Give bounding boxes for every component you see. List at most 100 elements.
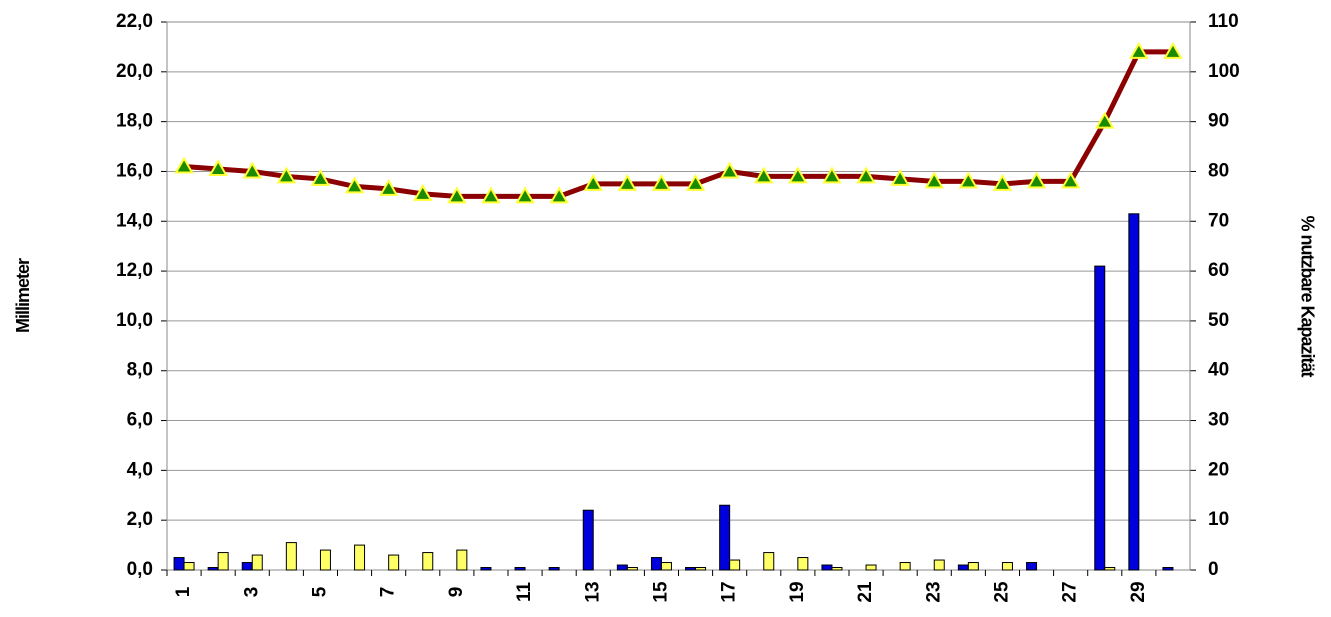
- line-marker: [344, 176, 365, 194]
- bar: [285, 542, 297, 571]
- bar: [1094, 265, 1106, 571]
- x-tick-label: 11: [514, 582, 535, 603]
- y-tick-label: 4,0: [127, 459, 153, 480]
- bar: [650, 557, 662, 571]
- y-tick-label: 0,0: [127, 559, 153, 580]
- x-tick-label: 19: [787, 581, 808, 602]
- y-tick-label: 16,0: [116, 160, 153, 181]
- line-marker: [1060, 171, 1081, 189]
- line: [183, 49, 1173, 199]
- bar: [1162, 567, 1174, 571]
- x-tick-label: 23: [923, 581, 944, 602]
- bar: [719, 504, 731, 571]
- bar: [685, 567, 697, 571]
- bar: [899, 562, 911, 571]
- line-marker: [208, 158, 228, 176]
- y-axis-label: Millimeter: [13, 258, 33, 333]
- x-tick-label: 27: [1060, 581, 1081, 602]
- x-tick-label: 21: [855, 581, 876, 603]
- y-tick-label: 2,0: [127, 509, 153, 530]
- plot-frame: [166, 21, 1191, 571]
- line-marker: [822, 166, 842, 184]
- x-tick-label: 25: [991, 581, 1012, 603]
- line-marker: [447, 186, 467, 204]
- x-tick-label: 15: [650, 581, 671, 603]
- bar: [1128, 213, 1140, 571]
- line-marker: [890, 168, 910, 186]
- x-tick-label: 29: [1128, 581, 1149, 602]
- line-marker: [1095, 111, 1115, 129]
- bar: [695, 567, 707, 571]
- bar: [616, 564, 628, 571]
- line-marker: [310, 168, 331, 186]
- bar: [865, 564, 877, 571]
- y2-tick-label: 90: [1208, 111, 1229, 132]
- x-tick-label: 1: [173, 586, 194, 597]
- y2-tick-label: 50: [1208, 310, 1229, 331]
- bar: [456, 549, 468, 571]
- bar: [422, 552, 434, 571]
- line-marker: [754, 166, 774, 184]
- line-marker: [276, 166, 297, 184]
- y2-tick-label: 0: [1208, 559, 1219, 580]
- x-tick-label: 7: [378, 587, 399, 598]
- bar: [1104, 567, 1116, 571]
- line-marker: [651, 173, 672, 191]
- x-tick-label: 9: [446, 587, 467, 598]
- line-marker: [413, 183, 433, 201]
- y2-tick-label: 70: [1208, 210, 1229, 231]
- y2-tick-label: 100: [1208, 61, 1240, 82]
- y-tick-label: 20,0: [116, 61, 153, 82]
- y-tick-label: 18,0: [116, 111, 153, 132]
- y-tick-label: 10,0: [116, 310, 153, 331]
- bar: [1001, 562, 1013, 571]
- y-tick-label: 6,0: [127, 410, 153, 431]
- y-tick-label: 12,0: [116, 260, 153, 281]
- bar: [831, 567, 843, 571]
- line-marker: [719, 161, 740, 179]
- y-tick-label: 8,0: [127, 360, 153, 381]
- bar: [173, 557, 185, 571]
- line-marker: [378, 178, 399, 196]
- bar: [354, 544, 366, 571]
- bar: [251, 554, 263, 571]
- y2-tick-label: 80: [1208, 160, 1229, 181]
- bar: [388, 554, 400, 571]
- bar: [514, 567, 526, 571]
- line-marker: [242, 161, 262, 179]
- line-marker: [174, 156, 194, 174]
- line-marker: [1129, 41, 1149, 59]
- line-marker: [924, 171, 944, 189]
- bar: [763, 552, 775, 571]
- line-marker: [856, 166, 876, 184]
- y-tick-label: 22,0: [116, 11, 153, 32]
- bar: [183, 562, 195, 571]
- bar: [957, 564, 969, 571]
- y2-tick-label: 60: [1208, 260, 1229, 281]
- y2-tick-label: 40: [1208, 360, 1229, 381]
- x-tick-label: 3: [241, 587, 262, 598]
- y2-tick-label: 110: [1208, 11, 1239, 32]
- bar: [241, 562, 253, 571]
- bar: [729, 559, 741, 571]
- bar: [797, 557, 809, 571]
- line-marker: [958, 171, 979, 189]
- line-marker: [1026, 171, 1047, 189]
- bar: [821, 564, 833, 571]
- bar: [582, 509, 594, 571]
- line-marker: [583, 173, 603, 191]
- x-tick-label: 5: [309, 586, 330, 597]
- line-marker: [549, 186, 569, 204]
- line-marker: [788, 166, 808, 184]
- y2-tick-label: 20: [1208, 459, 1229, 480]
- x-tick-label: 17: [719, 581, 740, 602]
- bar: [660, 562, 672, 571]
- bar: [207, 567, 219, 571]
- line-marker: [992, 173, 1013, 191]
- bar: [933, 559, 945, 571]
- y2-tick-label: 30: [1208, 410, 1229, 431]
- y-tick-label: 14,0: [116, 210, 153, 231]
- x-tick-label: 13: [582, 581, 603, 602]
- bar: [548, 567, 560, 571]
